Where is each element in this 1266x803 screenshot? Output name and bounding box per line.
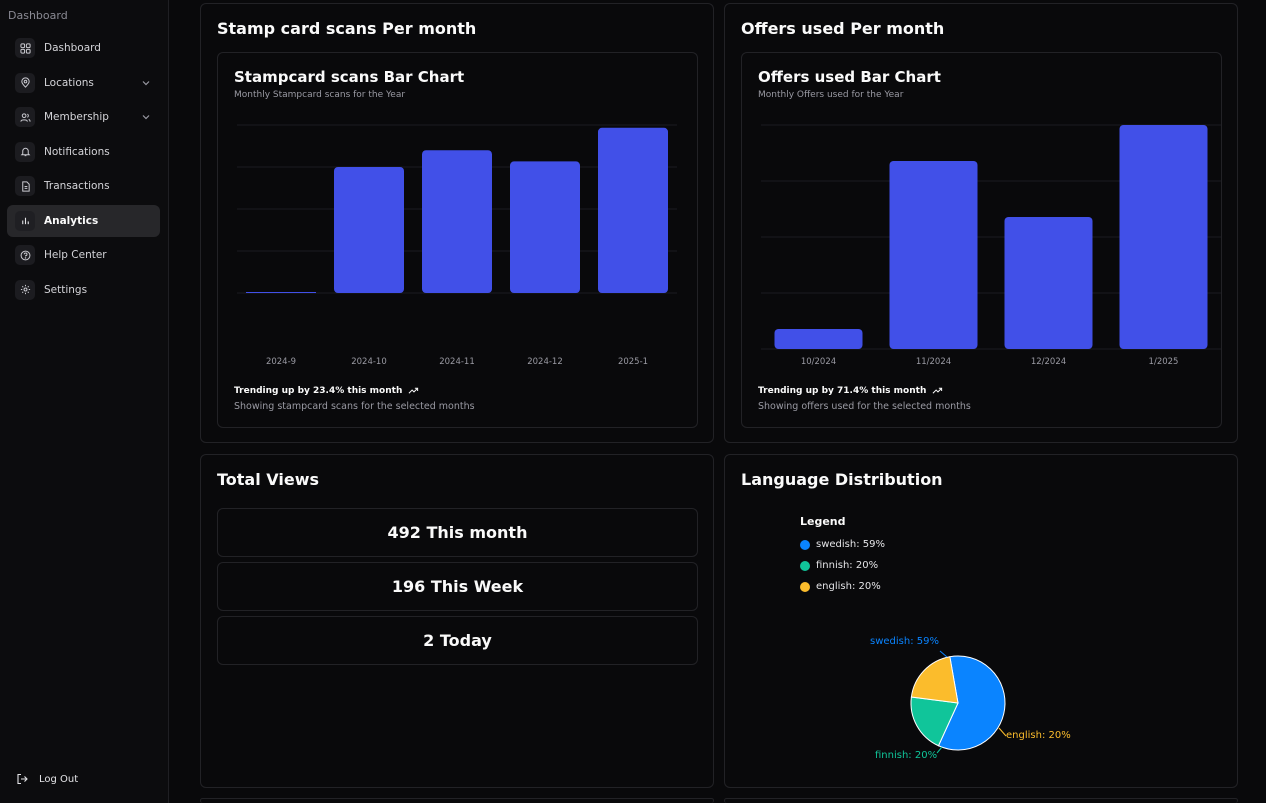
language-panel: Language Distribution Legend swedish: 59… xyxy=(724,454,1238,788)
bell-icon xyxy=(15,141,35,162)
sidebar-item-label: Locations xyxy=(44,76,94,89)
x-tick-label: 2024-10 xyxy=(351,357,387,367)
pie-label-english: english: 20% xyxy=(1006,730,1071,741)
pie-label-swedish: swedish: 59% xyxy=(870,636,939,647)
bar-2024-10[interactable] xyxy=(334,167,404,293)
logout-icon xyxy=(17,773,28,785)
x-tick-label: 2024-11 xyxy=(439,357,475,367)
stat-this-week: 196 This Week xyxy=(217,562,698,611)
file-icon xyxy=(15,176,35,196)
sidebar-item-locations[interactable]: Locations xyxy=(7,67,160,99)
bar-1/2025[interactable] xyxy=(1119,125,1208,349)
chevron-down-icon xyxy=(142,115,150,120)
stat-today: 2 Today xyxy=(217,616,698,665)
legend-title: Legend xyxy=(800,515,846,528)
sidebar-item-label: Dashboard xyxy=(44,42,101,54)
legend-label: english: 20% xyxy=(816,581,881,592)
x-tick-label: 11/2024 xyxy=(916,357,951,367)
trending-up-icon xyxy=(408,387,419,394)
legend-dot xyxy=(800,581,810,592)
x-tick-label: 2025-1 xyxy=(618,357,648,367)
stamp-card-panel: Stamp card scans Per month Stampcard sca… xyxy=(200,3,714,443)
bar-2024-12[interactable] xyxy=(510,161,580,293)
legend-item-finnish: finnish: 20% xyxy=(800,560,878,571)
stamp-chart-card: Stampcard scans Bar Chart Monthly Stampc… xyxy=(217,52,698,428)
sidebar-item-label: Analytics xyxy=(44,214,99,227)
x-tick-label: 12/2024 xyxy=(1031,357,1066,367)
leader-line xyxy=(939,650,948,658)
bar-2024-9[interactable] xyxy=(246,292,316,293)
chevron-down-icon xyxy=(142,80,150,85)
card-title: Offers used Per month xyxy=(741,19,945,38)
legend-dot xyxy=(800,560,810,571)
sidebar-nav: Dashboard Locations Membership Notificat… xyxy=(7,32,160,308)
sidebar-item-help-center[interactable]: Help Center xyxy=(7,239,160,271)
language-pie-chart: swedish: 59% finnish: 20% english: 20% xyxy=(870,636,1071,761)
trending-up-icon xyxy=(932,387,943,394)
sidebar-item-dashboard[interactable]: Dashboard xyxy=(7,32,160,64)
sidebar-title: Dashboard xyxy=(8,9,68,22)
sidebar-item-label: Settings xyxy=(44,283,88,296)
bar-2025-1[interactable] xyxy=(598,127,668,293)
next-panel-left xyxy=(200,798,714,803)
users-icon xyxy=(15,107,35,127)
total-views-panel: Total Views 492 This month 196 This Week… xyxy=(200,454,714,788)
map-pin-icon xyxy=(15,72,35,93)
sidebar-item-label: Transactions xyxy=(44,180,110,192)
leader-line xyxy=(936,746,943,754)
sidebar-item-label: Notifications xyxy=(44,145,110,158)
logout-button[interactable]: Log Out xyxy=(16,773,78,785)
x-tick-label: 1/2025 xyxy=(1149,357,1179,367)
sidebar-item-membership[interactable]: Membership xyxy=(7,101,160,133)
sidebar-item-settings[interactable]: Settings xyxy=(7,274,160,306)
bar-12/2024[interactable] xyxy=(1004,217,1093,349)
bar-11/2024[interactable] xyxy=(889,161,978,349)
chart-footnote: Showing stampcard scans for the selected… xyxy=(234,401,475,412)
bar-10/2024[interactable] xyxy=(774,329,863,349)
pie-slice-english[interactable] xyxy=(910,656,959,704)
trend-text: Trending up by 71.4% this month xyxy=(758,385,943,396)
chart-subtitle: Monthly Stampcard scans for the Year xyxy=(234,90,406,100)
sidebar-item-transactions[interactable]: Transactions xyxy=(7,170,160,202)
sidebar-item-analytics[interactable]: Analytics xyxy=(7,204,160,237)
sidebar-item-label: Help Center xyxy=(44,249,107,261)
trend-label: Trending up by 71.4% this month xyxy=(758,385,927,396)
legend-item-swedish: swedish: 59% xyxy=(800,539,885,550)
legend-label: swedish: 59% xyxy=(816,539,885,550)
sidebar-item-notifications[interactable]: Notifications xyxy=(7,136,160,168)
chart-subtitle: Monthly Offers used for the Year xyxy=(758,90,904,100)
stat-this-month: 492 This month xyxy=(217,508,698,557)
card-title: Total Views xyxy=(217,470,320,489)
leader-line xyxy=(998,727,1007,737)
offers-panel: Offers used Per month Offers used Bar Ch… xyxy=(724,3,1238,443)
pie-slice-finnish[interactable] xyxy=(910,696,959,747)
legend-dot xyxy=(800,539,810,550)
legend-item-english: english: 20% xyxy=(800,581,881,592)
legend-label: finnish: 20% xyxy=(816,560,879,571)
chart-footnote: Showing offers used for the selected mon… xyxy=(758,401,971,412)
bar-2024-11[interactable] xyxy=(422,150,492,293)
trend-text: Trending up by 23.4% this month xyxy=(234,385,419,396)
gear-icon xyxy=(15,279,35,300)
chart-title: Offers used Bar Chart xyxy=(758,68,941,86)
x-tick-label: 2024-12 xyxy=(527,357,563,367)
next-panel-right xyxy=(724,798,1238,803)
bar-chart-icon xyxy=(15,210,35,231)
help-circle-icon xyxy=(15,245,35,265)
card-title: Stamp card scans Per month xyxy=(217,19,477,38)
card-title: Language Distribution xyxy=(741,470,943,489)
chart-title: Stampcard scans Bar Chart xyxy=(234,68,465,86)
grid-icon xyxy=(15,38,35,58)
pie-slice-swedish[interactable] xyxy=(937,655,1006,751)
trend-label: Trending up by 23.4% this month xyxy=(234,385,403,396)
x-tick-label: 10/2024 xyxy=(801,357,836,367)
logout-label: Log Out xyxy=(39,773,79,785)
pie-label-finnish: finnish: 20% xyxy=(875,750,937,761)
stamp-bar-chart: 2024-9 2024-10 2024-11 2024-12 2025-1 xyxy=(237,124,677,367)
x-tick-label: 2024-9 xyxy=(266,357,296,367)
offers-chart-card: Offers used Bar Chart Monthly Offers use… xyxy=(741,52,1222,428)
offers-bar-chart: 10/2024 11/2024 12/2024 1/2025 xyxy=(761,124,1221,367)
sidebar: Dashboard Dashboard Locations Membership xyxy=(0,0,169,803)
sidebar-item-label: Membership xyxy=(44,111,109,123)
